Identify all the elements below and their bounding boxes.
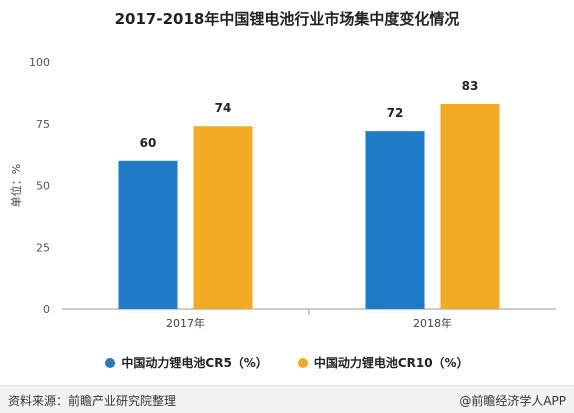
y-tick-label: 0 xyxy=(43,303,50,316)
legend-swatch-cr10 xyxy=(297,357,308,368)
y-tick-label: 25 xyxy=(36,241,50,254)
source-note: 资料来源：前瞻产业研究院整理 xyxy=(8,394,177,408)
legend-swatch-cr5 xyxy=(105,357,116,368)
bar xyxy=(440,103,500,310)
bar xyxy=(193,126,253,309)
y-tick-label: 50 xyxy=(36,180,50,193)
data-label: 83 xyxy=(462,79,479,93)
footer: 资料来源：前瞻产业研究院整理 @前瞻经济学人APP xyxy=(0,385,574,413)
x-tick-label: 2017年 xyxy=(166,316,205,330)
data-label: 74 xyxy=(215,101,232,115)
bar xyxy=(365,131,425,309)
bar xyxy=(118,160,178,309)
credit-note: @前瞻经济学人APP xyxy=(459,394,566,408)
y-tick-label: 75 xyxy=(36,118,50,131)
legend-item-cr5: 中国动力锂电池CR5（%） xyxy=(105,354,268,371)
legend-item-cr10: 中国动力锂电池CR10（%） xyxy=(297,354,469,371)
x-tick-label: 2018年 xyxy=(413,316,452,330)
data-label: 72 xyxy=(387,106,404,120)
y-tick-label: 100 xyxy=(29,56,50,69)
y-axis-label: 单位：% xyxy=(9,164,23,207)
legend-label-cr10: 中国动力锂电池CR10（%） xyxy=(313,356,469,370)
chart-title: 2017-2018年中国锂电池行业市场集中度变化情况 xyxy=(114,10,460,28)
legend-label-cr5: 中国动力锂电池CR5（%） xyxy=(121,356,268,370)
data-label: 60 xyxy=(140,136,157,150)
legend: 中国动力锂电池CR5（%） 中国动力锂电池CR10（%） xyxy=(0,354,574,371)
